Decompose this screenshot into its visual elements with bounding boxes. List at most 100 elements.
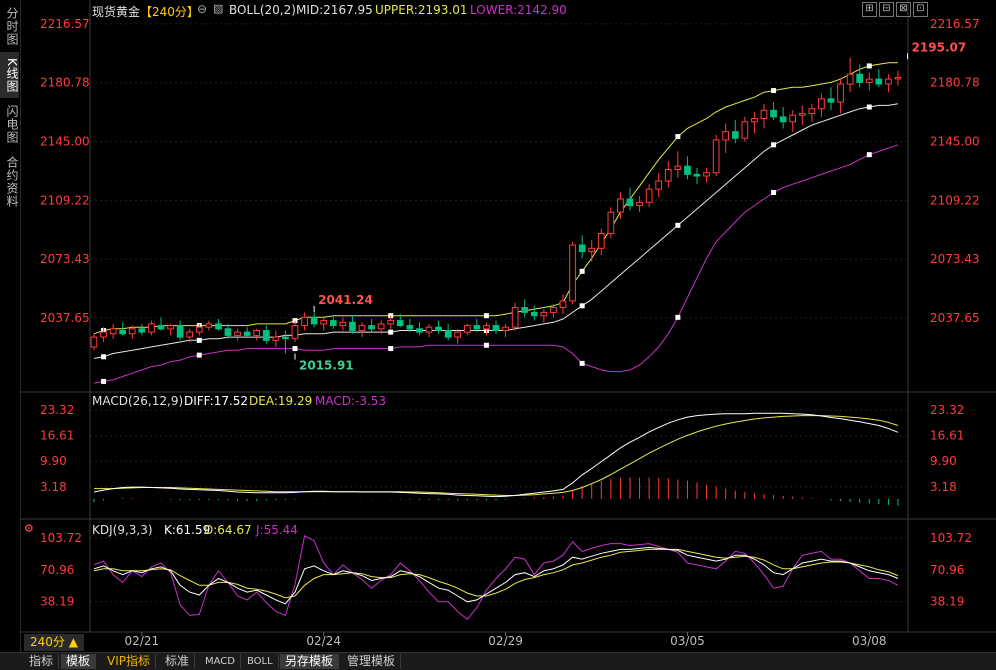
candle-down: [492, 325, 500, 332]
price-right-tick-label: 2073.43: [930, 252, 980, 266]
candle-up: [272, 336, 280, 341]
candle-down: [770, 109, 777, 118]
candle-up: [751, 118, 758, 123]
candle-up: [703, 172, 710, 177]
template-button[interactable]: 模板: [61, 654, 97, 669]
candle-up: [636, 201, 643, 207]
candle-down: [779, 116, 787, 123]
kdj-title: KDJ(9,3,3): [92, 523, 153, 537]
macd-right-tick-label: 23.32: [930, 403, 964, 417]
macd-diff-value: DIFF:17.52: [184, 394, 249, 408]
x-tick-label: 03/08: [852, 634, 887, 648]
manage-template-button[interactable]: 管理模板: [342, 654, 402, 669]
symbol-name: 现货黄金: [92, 5, 141, 19]
candle-down: [530, 311, 538, 317]
chart-area[interactable]: 2216.57 2216.57 2180.78 2180.78 2145.00 2145.…: [0, 0, 996, 652]
candle-down: [282, 336, 289, 340]
price-right-tick-label: 2216.57: [930, 17, 980, 31]
save-template-button[interactable]: 另存模板: [280, 654, 340, 669]
candle-down: [875, 78, 883, 85]
candle-down: [215, 323, 222, 330]
period-selector-button[interactable]: 240分 ▲: [24, 634, 84, 651]
kdj-left-tick-label: 103.72: [40, 531, 82, 545]
candle-up: [837, 83, 844, 103]
boll-marker: [483, 313, 489, 319]
kdj-right-tick-label: 103.72: [930, 531, 972, 545]
indicator-button[interactable]: 指标: [24, 654, 60, 669]
candle-down: [349, 321, 356, 331]
axis-labels: 2216.57 2216.57 2180.78 2180.78 2145.00 2145.…: [40, 17, 980, 648]
candle-down: [693, 173, 701, 177]
candle-up: [483, 325, 490, 330]
boll-marker: [866, 104, 872, 110]
candle-up: [597, 233, 605, 249]
candle-down: [856, 73, 863, 83]
price-annotation: 2041.24: [318, 293, 373, 307]
macd-left-tick-label: 9.90: [40, 454, 67, 468]
candle-up: [195, 326, 203, 333]
candle-up: [894, 76, 902, 80]
candle-down: [119, 330, 127, 335]
candle-up: [128, 328, 136, 335]
maximize-icon[interactable]: ⊡: [913, 2, 928, 17]
candle-up: [588, 247, 595, 253]
macd-template-button[interactable]: MACD: [200, 654, 241, 669]
boll-upper-value: UPPER:2193.01: [375, 3, 468, 17]
candle-up: [253, 330, 261, 336]
candle-up: [148, 323, 155, 333]
candle-down: [243, 331, 251, 336]
candle-up: [186, 331, 194, 338]
macd-indicator: [93, 412, 899, 506]
grid-lines: [90, 23, 908, 603]
candle-up: [454, 331, 461, 338]
boll-marker: [579, 268, 585, 274]
tab-time-chart[interactable]: 分时图: [5, 6, 19, 46]
candle-up: [865, 78, 873, 83]
price-annotations: 2041.24 2015.91 2195.07: [294, 40, 966, 373]
macd-left-tick-label: 3.18: [40, 480, 67, 494]
tab-kline-chart[interactable]: K线图: [0, 52, 19, 98]
price-right-tick-label: 2180.78: [930, 76, 980, 90]
candle-up: [463, 325, 471, 333]
candle-up: [109, 328, 117, 335]
boll-label: BOLL(20,2): [229, 3, 296, 17]
price-left-tick-label: 2109.22: [40, 193, 90, 207]
vip-indicator-button[interactable]: VIP指标: [102, 654, 156, 669]
candle-down: [626, 198, 634, 207]
macd-left-tick-label: 16.61: [40, 429, 74, 443]
price-right-tick-label: 2037.65: [930, 311, 980, 325]
kdj-settings-icon[interactable]: ⚙: [24, 522, 34, 535]
indicator-chart-icon[interactable]: ▧: [213, 2, 224, 15]
zoom-in-icon[interactable]: ⊞: [862, 2, 877, 17]
candle-down: [368, 325, 375, 330]
x-tick-label: 02/24: [306, 634, 341, 648]
boll-marker: [579, 360, 585, 366]
candle-down: [406, 325, 414, 330]
standard-button[interactable]: 标准: [160, 654, 196, 669]
kdj-k-value: K:61.59: [164, 523, 211, 537]
tab-flash-chart[interactable]: 闪电图: [5, 104, 19, 144]
price-annotation: 2015.91: [299, 359, 354, 373]
candlesticks: [90, 57, 902, 354]
candle-down: [435, 326, 442, 332]
macd-dea-value: DEA:19.29: [249, 394, 313, 408]
candle-down: [329, 320, 337, 327]
boll-marker: [866, 152, 872, 158]
candle-up: [655, 180, 662, 190]
candle-up: [511, 307, 519, 328]
candle-up: [559, 300, 567, 308]
candle-up: [358, 325, 366, 332]
candle-up: [741, 121, 749, 139]
close-panel-icon[interactable]: ⊠: [896, 2, 911, 17]
candle-up: [339, 321, 347, 327]
zoom-out-icon[interactable]: ⊟: [879, 2, 894, 17]
boll-template-button[interactable]: BOLL: [242, 654, 279, 669]
boll-upper-line: [93, 62, 898, 335]
boll-marker: [388, 329, 394, 335]
view-tab-sidebar: 分时图 K线图 闪电图 合约资料: [0, 0, 21, 652]
settings-circle-icon[interactable]: ⊖: [197, 2, 208, 16]
boll-marker: [388, 346, 394, 352]
price-left-tick-label: 2073.43: [40, 252, 90, 266]
tab-contract-info[interactable]: 合约资料: [5, 156, 19, 208]
macd-right-tick-label: 16.61: [930, 429, 964, 443]
